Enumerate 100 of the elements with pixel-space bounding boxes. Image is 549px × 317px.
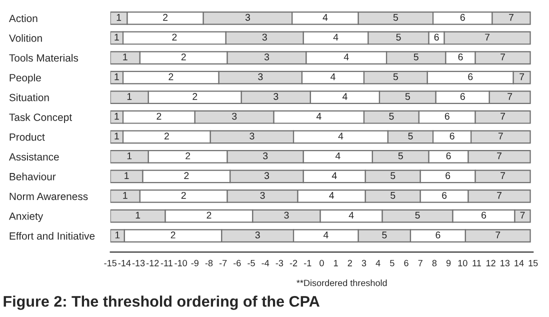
text: 7: [485, 34, 490, 41]
x-tick-label: -4: [262, 260, 270, 266]
x-tick-label: 13: [500, 260, 510, 266]
x-tick-label: -1: [304, 260, 312, 266]
y-tick-label: Volition: [9, 34, 42, 42]
x-tick-label: 9: [446, 260, 451, 266]
x-tick-label: -2: [290, 260, 298, 266]
text: 2: [181, 53, 186, 60]
text: 3: [250, 132, 254, 140]
text: 2: [206, 212, 212, 219]
text: 5: [390, 192, 396, 199]
text: 3: [260, 192, 265, 199]
x-tick-label: -3: [276, 260, 284, 266]
x-tick-label: 6: [404, 260, 408, 266]
x-tick-label: 14: [514, 260, 524, 266]
x-tick-label: -9: [191, 260, 198, 266]
series-label: 5: [414, 54, 418, 60]
text: 2: [168, 73, 174, 80]
text: 3: [245, 14, 250, 21]
text: 2: [163, 14, 168, 21]
x-tick-label: -10: [174, 260, 187, 266]
x-tick-label: 3: [362, 260, 366, 266]
text: 2: [186, 152, 190, 160]
text: 6: [482, 212, 486, 219]
text: 5: [396, 34, 401, 41]
text: 1: [114, 73, 119, 80]
x-tick-label: 7: [418, 260, 422, 266]
text: 1: [115, 232, 120, 238]
x-tick-label: 5: [390, 260, 394, 266]
text: 3: [262, 34, 267, 41]
x-tick-label: 8: [432, 260, 437, 266]
x-tick-label: 12: [486, 260, 496, 266]
text: 3: [274, 93, 278, 100]
y-tick-label: Behaviour: [10, 172, 56, 180]
text: 7: [498, 132, 503, 140]
text: 7: [509, 14, 514, 21]
text: 6: [446, 172, 450, 180]
x-tick-label: -7: [219, 260, 227, 266]
text: 1: [127, 152, 132, 160]
text: 1: [136, 212, 140, 219]
text: 7: [497, 152, 502, 160]
x-tick-label: 15: [528, 260, 538, 266]
y-tick-label: Task Concept: [9, 113, 72, 124]
text: 6: [460, 14, 465, 21]
text: 5: [405, 93, 410, 100]
text: 4: [322, 14, 328, 21]
text: 4: [330, 73, 336, 80]
x-tick-label: 1: [334, 260, 338, 266]
x-tick-label: -15: [104, 260, 116, 266]
text: **Disordered threshold: [296, 280, 387, 286]
y-tick-label: Product: [10, 133, 45, 141]
series-label: 1: [123, 54, 128, 60]
text: 6: [436, 232, 440, 238]
text: 2: [181, 192, 186, 199]
text: 2: [192, 93, 198, 100]
x-tick-label: -13: [132, 260, 145, 266]
text: 3: [264, 53, 270, 60]
text: 7: [497, 192, 502, 199]
x-tick-label: -12: [146, 260, 159, 266]
text: 1: [124, 172, 129, 179]
text: 1: [114, 34, 119, 41]
series-label: 2: [156, 112, 162, 120]
text: 4: [348, 212, 354, 219]
y-tick-label: Action: [8, 14, 38, 22]
text: 7: [496, 232, 500, 238]
x-tick-label: 2: [348, 260, 352, 266]
series-label: 3: [232, 112, 237, 120]
text: 5: [398, 152, 403, 160]
text: 7: [500, 172, 505, 179]
text: 4: [333, 34, 338, 41]
y-tick-label: Effort and Initiative: [10, 232, 95, 240]
text: 6: [442, 192, 447, 199]
series-label: 6: [444, 112, 450, 120]
text: 6: [446, 152, 451, 160]
text: 4: [332, 172, 337, 179]
text: 6: [458, 53, 463, 60]
x-tick-label: -14: [118, 260, 131, 266]
text: 5: [382, 232, 387, 238]
text: 3: [258, 73, 263, 80]
text: 6: [434, 34, 439, 41]
y-tick-label: Situation: [9, 94, 49, 102]
text: 1: [123, 192, 128, 199]
text: 6: [460, 93, 465, 100]
text: 7: [500, 112, 505, 120]
text: 2: [184, 172, 189, 179]
y-tick-label: Anxiety: [8, 212, 44, 222]
text: 1: [114, 132, 119, 140]
text: 2: [170, 232, 176, 238]
text: 5: [415, 212, 420, 219]
text: 1: [127, 93, 132, 100]
text: 2: [172, 34, 177, 41]
text: 5: [393, 73, 398, 80]
text: 5: [390, 172, 396, 180]
series-label: 4: [344, 54, 349, 60]
text: 5: [393, 14, 398, 21]
text: 3: [255, 232, 260, 238]
x-tick-label: 0: [320, 260, 324, 266]
x-tick-label: 4: [376, 260, 380, 266]
text: 4: [323, 232, 328, 238]
text: 7: [520, 212, 525, 219]
